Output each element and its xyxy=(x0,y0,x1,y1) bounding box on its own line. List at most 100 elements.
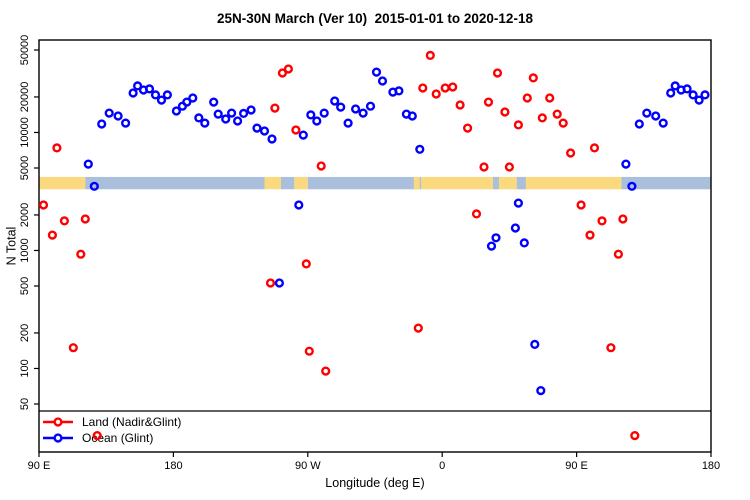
data-point-land xyxy=(471,209,482,219)
data-point-ocean xyxy=(351,104,361,114)
surface-band-land xyxy=(294,176,308,190)
data-point-ocean xyxy=(694,95,704,105)
data-point-ocean xyxy=(394,86,404,96)
y-tick-label: 100 xyxy=(19,359,31,377)
y-tick-label: 2000 xyxy=(19,203,31,227)
data-point-ocean xyxy=(188,93,198,103)
data-point-land xyxy=(463,123,473,133)
surface-band-ocean xyxy=(280,176,295,190)
surface-band-ocean xyxy=(85,176,265,190)
data-point-ocean xyxy=(510,223,521,233)
data-point-land xyxy=(448,82,458,92)
surface-band-ocean xyxy=(307,176,422,190)
data-point-ocean xyxy=(415,144,425,154)
surface-band-ocean xyxy=(516,176,526,190)
data-point-ocean xyxy=(343,118,353,128)
data-point-ocean xyxy=(83,159,93,169)
data-point-ocean xyxy=(688,90,698,100)
data-point-ocean xyxy=(209,97,219,107)
y-tick-label: 50000 xyxy=(19,35,31,66)
y-tick-label: 20000 xyxy=(19,82,31,113)
data-point-land xyxy=(92,431,102,441)
data-point-land xyxy=(630,431,640,441)
data-point-land xyxy=(513,120,524,130)
y-tick-label: 500 xyxy=(19,277,31,295)
x-axis-label: Longitude (deg E) xyxy=(325,476,425,490)
data-point-land xyxy=(576,200,586,210)
x-tick-label: 90 E xyxy=(565,460,588,472)
data-point-ocean xyxy=(371,67,382,77)
data-point-land xyxy=(504,162,515,172)
data-point-ocean xyxy=(306,110,316,120)
data-point-ocean xyxy=(700,90,710,100)
data-point-ocean xyxy=(627,181,637,191)
data-point-ocean xyxy=(104,108,114,118)
data-point-land xyxy=(522,93,532,103)
data-point-ocean xyxy=(162,90,173,100)
data-point-land xyxy=(291,125,301,135)
data-point-ocean xyxy=(252,123,262,133)
data-point-ocean xyxy=(274,278,285,288)
data-point-land xyxy=(440,83,450,93)
data-point-ocean xyxy=(150,90,161,100)
data-point-ocean xyxy=(133,81,143,91)
data-point-land xyxy=(301,259,311,269)
data-point-land xyxy=(425,50,435,61)
data-point-ocean xyxy=(246,105,256,115)
data-point-land xyxy=(316,161,326,171)
data-point-ocean xyxy=(120,118,131,128)
data-point-ocean xyxy=(259,126,270,136)
data-point-land xyxy=(418,83,428,93)
data-point-ocean xyxy=(194,113,204,123)
chart-title: 25N-30N March (Ver 10) 2015-01-01 to 202… xyxy=(217,11,533,26)
data-point-ocean xyxy=(621,159,631,169)
data-point-land xyxy=(304,346,314,356)
data-point-ocean xyxy=(536,386,546,396)
data-point-land xyxy=(565,148,576,158)
data-point-land xyxy=(606,343,616,353)
legend-ocean-marker-icon xyxy=(43,433,73,443)
data-point-land xyxy=(80,214,90,224)
data-point-ocean xyxy=(113,111,123,121)
x-tick-label: 90 E xyxy=(28,460,51,472)
data-point-land xyxy=(545,93,555,103)
data-point-land xyxy=(479,162,489,172)
data-point-land xyxy=(613,249,624,259)
data-point-land xyxy=(321,366,331,376)
data-point-ocean xyxy=(213,109,223,119)
data-point-ocean xyxy=(312,116,322,126)
data-point-ocean xyxy=(156,95,167,105)
y-tick-label: 10000 xyxy=(19,117,31,148)
data-point-ocean xyxy=(267,134,277,144)
data-point-land xyxy=(597,216,607,226)
data-point-ocean xyxy=(486,241,497,251)
data-point-land xyxy=(537,113,547,123)
data-point-ocean xyxy=(651,111,661,121)
data-point-ocean xyxy=(294,200,304,210)
data-point-land xyxy=(558,118,568,128)
data-point-ocean xyxy=(519,238,529,248)
data-point-land xyxy=(552,109,562,119)
data-point-land xyxy=(413,323,423,333)
legend-land-marker-icon xyxy=(43,417,73,427)
data-point-ocean xyxy=(144,84,155,94)
data-point-ocean xyxy=(239,108,249,119)
data-point-ocean xyxy=(365,101,376,111)
data-point-ocean xyxy=(128,88,138,98)
surface-band-ocean xyxy=(492,176,499,190)
y-tick-label: 5000 xyxy=(19,156,31,180)
data-point-land xyxy=(500,107,510,117)
data-point-ocean xyxy=(530,339,540,350)
surface-band-land xyxy=(39,176,86,190)
data-point-land xyxy=(618,214,628,224)
data-point-land xyxy=(38,200,49,210)
legend-item-label-land: Land (Nadir&Glint) xyxy=(82,415,182,429)
data-point-land xyxy=(483,97,494,107)
data-point-ocean xyxy=(319,108,329,118)
data-point-land xyxy=(431,89,441,99)
y-tick-label: 200 xyxy=(19,324,31,342)
x-tick-label: 180 xyxy=(702,460,720,472)
data-point-land xyxy=(277,68,288,78)
